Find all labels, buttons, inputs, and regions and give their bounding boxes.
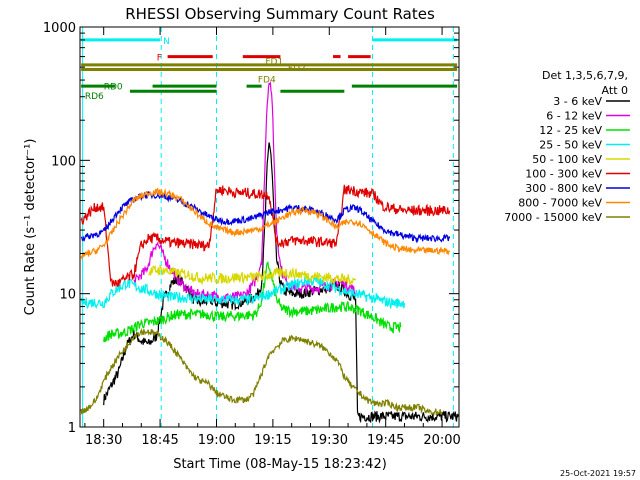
series-line-2 [103,261,402,343]
legend-label-5: 100 - 300 keV [525,168,602,181]
x-tick-label-4: 19:30 [311,433,348,448]
legend-label-7: 800 - 7000 keV [518,197,602,210]
flag-label-n: N [163,37,170,47]
x-tick-label-5: 19:45 [367,433,404,448]
y-axis-label: Count Rate (s⁻¹ detector⁻¹) [23,139,38,316]
series-line-3 [80,275,406,310]
footer-timestamp: 25-Oct-2021 19:57 [560,469,636,478]
x-axis: 18:30 18:45 19:00 19:15 19:30 19:45 20:00 [84,27,461,448]
series-line-8 [80,327,443,416]
y-tick-label-1: 10 [59,288,76,303]
legend-label-8: 7000 - 15000 keV [504,211,602,224]
x-axis-label: Start Time (08-May-15 18:23:42) [173,457,387,472]
series-line-4 [148,263,357,286]
flag-label-fd4: FD4 [258,76,276,86]
chart-title: RHESSI Observing Summary Count Rates [125,5,435,23]
legend-label-0: 3 - 6 keV [553,95,602,108]
series-line-5 [80,184,451,287]
legend-label-3: 25 - 50 keV [539,139,602,152]
legend-header-0: Det 1,3,5,6,7,9, [542,69,628,82]
legend-label-1: 6 - 12 keV [546,110,602,123]
y-axis: 1 10 100 1000 [43,21,459,436]
x-tick-label-6: 20:00 [423,433,460,448]
series-line-0 [103,142,459,424]
x-tick-label-0: 18:30 [85,433,122,448]
legend-header-1: Att 0 [602,84,628,97]
flag-label-rd6: RD6 [85,92,104,102]
y-tick-label-3: 1000 [43,21,76,36]
flag-label-fd2: FD2 [288,64,306,74]
x-tick-label-1: 18:45 [141,433,178,448]
legend: Det 1,3,5,6,7,9, Att 03 - 6 keV 6 - 12 keV… [504,69,630,224]
plot-frame [79,26,460,428]
x-tick-label-2: 19:00 [198,433,235,448]
flag-label-rd0: RD0 [104,82,123,92]
legend-label-2: 12 - 25 keV [539,124,602,137]
x-tick-label-3: 19:15 [254,433,291,448]
legend-label-4: 50 - 100 keV [532,153,602,166]
flag-label-f: F [157,54,162,64]
series-line-7 [80,187,451,261]
y-tick-label-2: 100 [51,154,76,169]
legend-label-6: 300 - 800 keV [525,182,602,195]
y-tick-label-0: 1 [68,421,76,436]
flag-label-fd1: FD1 [265,58,283,68]
